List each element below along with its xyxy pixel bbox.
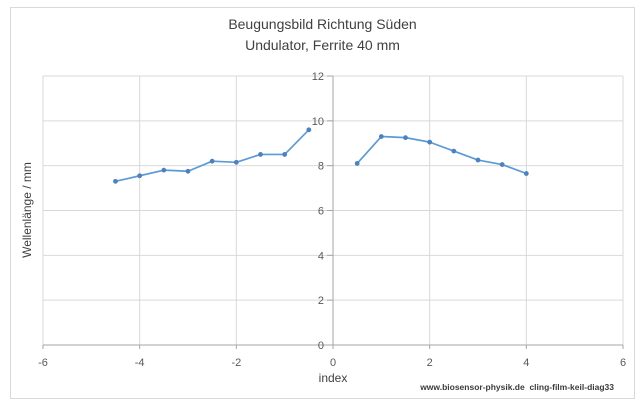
x-tick-label: -6 [38, 357, 48, 369]
data-point-marker [403, 135, 408, 141]
data-point-marker [427, 139, 433, 145]
data-point-marker [233, 159, 239, 165]
data-point-marker [282, 152, 288, 157]
data-point-marker [209, 158, 215, 164]
chart-title-line2: Undulator, Ferrite 40 mm [245, 37, 400, 53]
data-point-marker [137, 173, 143, 179]
data-point-marker [306, 127, 312, 133]
y-tick-label: 4 [318, 250, 324, 262]
y-tick-label: 0 [318, 340, 324, 352]
y-tick-label: 8 [318, 161, 324, 173]
data-point-marker [499, 162, 505, 167]
y-tick-label: 2 [318, 295, 324, 307]
watermark-text: www.biosensor-physik.de cling-film-keil-… [420, 382, 614, 392]
y-tick-label: 12 [312, 71, 324, 83]
x-axis-title: index [318, 371, 348, 385]
x-tick-label: -2 [231, 357, 241, 369]
x-tick-label: -4 [135, 357, 145, 369]
y-tick-label: 6 [318, 206, 324, 218]
chart-canvas [10, 7, 635, 399]
data-point-marker [378, 134, 384, 139]
chart-title: Beugungsbild Richtung Süden Undulator, F… [10, 14, 635, 56]
data-point-marker [113, 178, 118, 184]
data-point-marker [354, 161, 360, 166]
series-line [115, 129, 310, 183]
x-tick-label: 6 [620, 357, 626, 369]
data-point-marker [161, 167, 167, 173]
x-tick-label: 2 [427, 357, 433, 369]
series-line [356, 135, 527, 175]
chart-title-line1: Beugungsbild Richtung Süden [228, 16, 417, 32]
data-point-marker [258, 152, 263, 157]
x-tick-label: 0 [330, 357, 336, 369]
y-tick-label: 10 [312, 116, 324, 128]
data-point-marker [185, 168, 191, 174]
x-tick-label: 4 [523, 357, 529, 369]
data-point-marker [475, 157, 481, 163]
data-point-marker [451, 148, 457, 154]
data-point-marker [523, 171, 529, 176]
